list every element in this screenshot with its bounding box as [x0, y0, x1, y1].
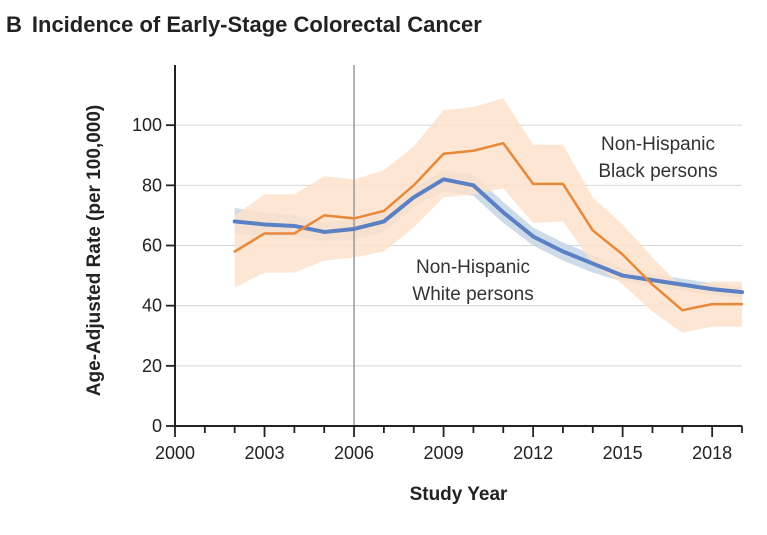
y-tick-label-40: 40	[142, 296, 162, 316]
y-tick-label-60: 60	[142, 236, 162, 256]
axes	[166, 65, 743, 437]
series-line-1	[233, 141, 744, 312]
series-label-0-line-1: White persons	[412, 284, 533, 305]
series-lines	[232, 141, 744, 312]
y-tick-label-20: 20	[142, 356, 162, 376]
x-tick-label-2012: 2012	[513, 443, 553, 463]
chart-heading: B Incidence of Early-Stage Colorectal Can…	[6, 12, 482, 38]
x-tick-label-2009: 2009	[424, 443, 464, 463]
series-label-0-line-0: Non-Hispanic	[416, 257, 530, 278]
x-tick-label-2003: 2003	[245, 443, 285, 463]
panel-letter: B	[6, 12, 22, 37]
series-line-0	[232, 177, 744, 295]
y-axis-title: Age-Adjusted Rate (per 100,000)	[84, 105, 105, 396]
series-annotations: Non-Hispanic White persons Non-Hispanic Bla…	[412, 134, 717, 305]
x-tick-label-2006: 2006	[334, 443, 374, 463]
series-label-1-line-1: Black persons	[598, 161, 717, 182]
x-tick-label-2018: 2018	[692, 443, 732, 463]
series-label-1-line-0: Non-Hispanic	[601, 134, 715, 155]
y-tick-label-0: 0	[152, 416, 162, 436]
tick-labels: 2000 2003 2006 2009 2012 2015 2018 0 20 40 60 80 100	[132, 115, 732, 463]
x-axis-title: Study Year	[410, 484, 508, 505]
chart-title: Incidence of Early-Stage Colorectal Canc…	[31, 12, 482, 37]
x-tick-label-2000: 2000	[155, 443, 195, 463]
y-tick-label-100: 100	[132, 115, 162, 135]
y-tick-label-80: 80	[142, 175, 162, 195]
x-tick-label-2015: 2015	[603, 443, 643, 463]
